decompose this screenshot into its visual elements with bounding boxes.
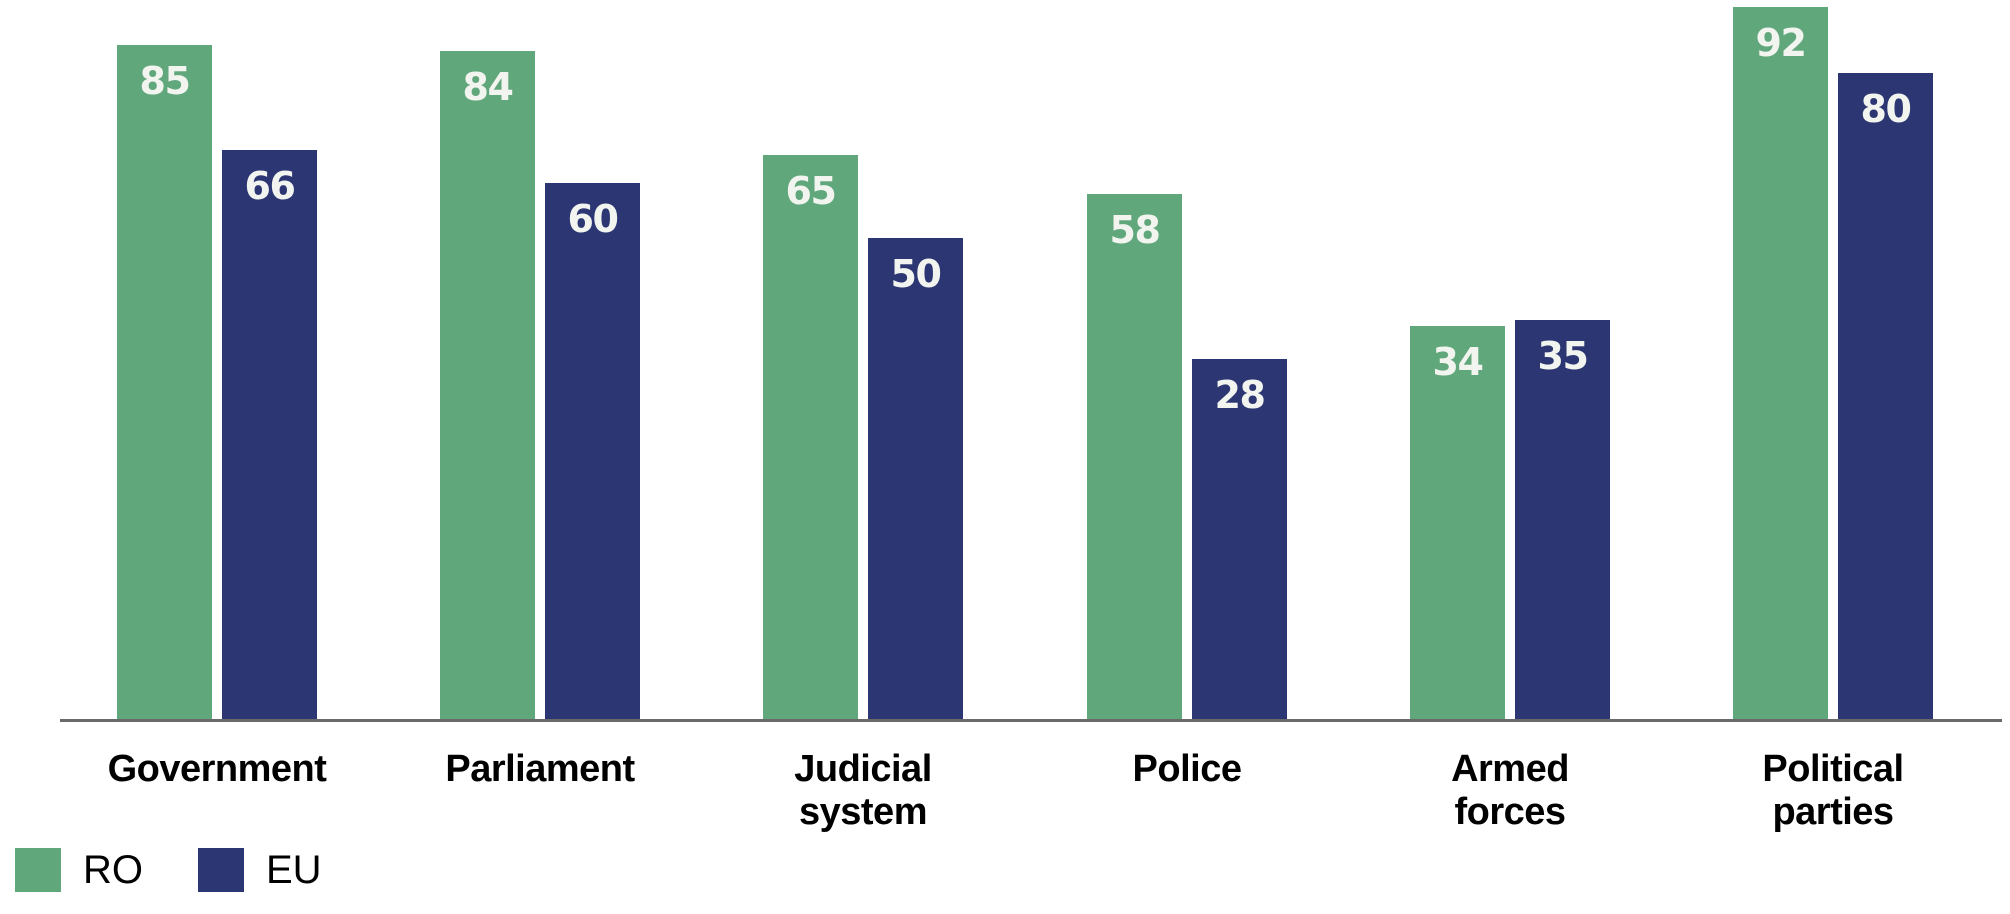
bar-value-label-ro-armed-forces: 34 — [1432, 340, 1484, 384]
category-label-government: Government — [56, 748, 378, 791]
bar-eu-judicial-system: 50 — [868, 238, 963, 721]
legend-label-ro: RO — [83, 847, 143, 892]
category-label-line: Political — [1762, 748, 1904, 790]
bar-value-label-eu-political-parties: 80 — [1860, 87, 1912, 131]
category-label-parliament: Parliament — [379, 748, 701, 791]
bar-value-label-eu-government: 66 — [244, 164, 296, 208]
bar-eu-police: 28 — [1192, 359, 1287, 721]
bar-value-label-ro-political-parties: 92 — [1755, 21, 1807, 65]
bar-ro-political-parties: 92 — [1733, 7, 1828, 721]
bar-eu-government: 66 — [222, 150, 317, 721]
bar-value-label-eu-armed-forces: 35 — [1537, 334, 1589, 378]
category-label-armed-forces: Armed forces — [1349, 748, 1671, 834]
bar-ro-armed-forces: 34 — [1410, 326, 1505, 721]
legend-swatch-ro — [15, 848, 61, 892]
category-label-line: forces — [1454, 791, 1566, 833]
bar-ro-judicial-system: 65 — [763, 155, 858, 721]
legend: RO EU — [15, 848, 377, 892]
x-axis-line — [60, 719, 2002, 722]
bar-value-label-eu-police: 28 — [1214, 373, 1266, 417]
category-label-line: Armed — [1451, 748, 1569, 790]
category-label-line: Government — [107, 748, 327, 790]
category-label-political-parties: Political parties — [1672, 748, 1994, 834]
category-label-line: Police — [1132, 748, 1242, 790]
bar-ro-government: 85 — [117, 45, 212, 721]
category-label-judicial-system: Judicial system — [702, 748, 1024, 834]
bar-value-label-ro-parliament: 84 — [462, 65, 514, 109]
category-label-police: Police — [1026, 748, 1348, 791]
bar-value-label-ro-police: 58 — [1109, 208, 1161, 252]
category-label-line: Judicial — [794, 748, 932, 790]
bar-value-label-ro-judicial-system: 65 — [785, 169, 837, 213]
category-label-line: Parliament — [445, 748, 635, 790]
bar-value-label-eu-parliament: 60 — [567, 197, 619, 241]
legend-label-eu: EU — [266, 847, 322, 892]
bar-eu-armed-forces: 35 — [1515, 320, 1610, 721]
bar-ro-parliament: 84 — [440, 51, 535, 721]
legend-swatch-eu — [198, 848, 244, 892]
bar-ro-police: 58 — [1087, 194, 1182, 721]
bar-value-label-ro-government: 85 — [139, 59, 191, 103]
bar-eu-parliament: 60 — [545, 183, 640, 721]
category-label-line: system — [799, 791, 927, 833]
category-label-line: parties — [1772, 791, 1894, 833]
bar-value-label-eu-judicial-system: 50 — [890, 252, 942, 296]
bar-eu-political-parties: 80 — [1838, 73, 1933, 721]
